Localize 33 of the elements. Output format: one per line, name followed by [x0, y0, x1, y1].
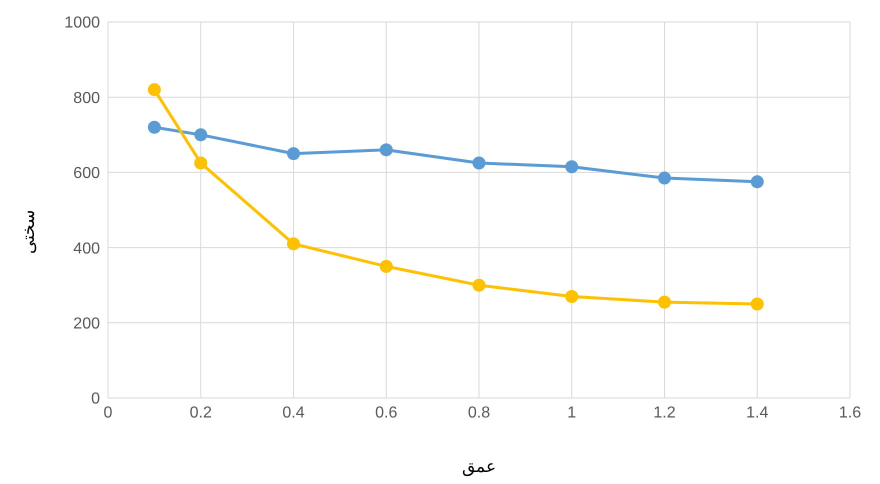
point	[380, 143, 393, 156]
point	[658, 296, 671, 309]
x-tick-label: 1.2	[653, 404, 676, 422]
x-tick-label: 0.8	[468, 404, 490, 422]
y-tick-label: 1000	[64, 14, 100, 32]
y-tick-label: 200	[73, 315, 100, 332]
y-tick-label: 600	[73, 165, 100, 182]
x-tick-label: 1.4	[746, 404, 768, 422]
x-tick-label: 1	[567, 404, 576, 422]
point	[565, 290, 578, 303]
point	[287, 147, 300, 160]
y-tick-label: 0	[91, 390, 100, 408]
point	[750, 298, 764, 310]
point	[287, 237, 300, 250]
point	[148, 120, 161, 134]
point	[194, 156, 208, 170]
y-tick-label: 800	[73, 90, 100, 107]
x-tick-label: 1.6	[838, 404, 862, 422]
point	[565, 160, 578, 174]
x-tick-label: 0.6	[375, 404, 398, 422]
x-axis-title: عمق	[462, 457, 496, 478]
point	[194, 128, 208, 142]
point	[750, 175, 764, 188]
x-tick-label: 0.2	[190, 404, 212, 422]
point	[472, 278, 486, 292]
y-tick-label: 400	[73, 240, 100, 258]
x-tick-label: 0.4	[282, 404, 305, 422]
point	[472, 156, 486, 170]
point	[148, 83, 161, 96]
point	[380, 260, 393, 273]
point	[658, 172, 671, 185]
x-tick-label: 0	[104, 404, 113, 422]
y-axis-title: سختی	[19, 210, 38, 254]
